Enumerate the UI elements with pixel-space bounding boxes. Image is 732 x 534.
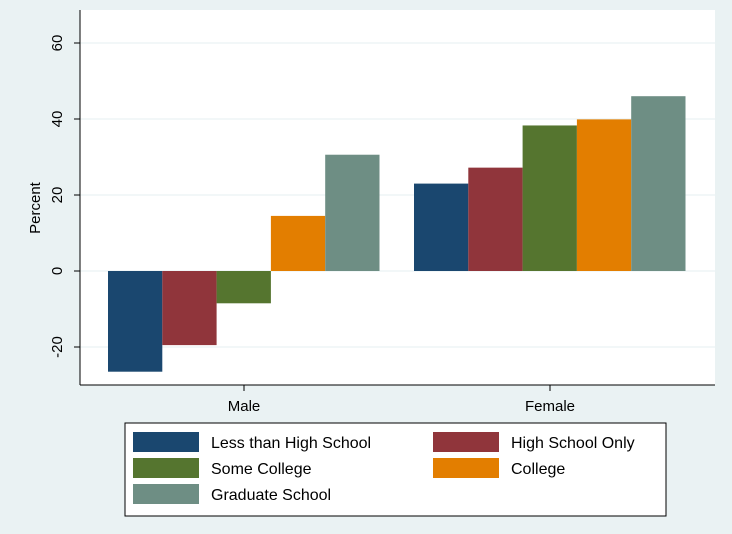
legend-label: High School Only <box>511 435 635 452</box>
bar <box>576 119 632 271</box>
x-tick-label: Male <box>228 398 261 415</box>
legend: Less than High School High School Only Som… <box>124 422 667 517</box>
bar <box>522 125 577 272</box>
x-tick-label: Female <box>525 398 575 415</box>
bar <box>162 271 217 346</box>
bar <box>108 271 163 372</box>
y-ticks: -20 0 20 40 60 <box>49 35 80 358</box>
legend-swatch <box>433 432 499 452</box>
legend-swatch <box>133 458 199 478</box>
y-tick-label: 40 <box>49 111 66 128</box>
bar <box>468 167 523 271</box>
axes <box>79 10 715 386</box>
legend-label: Less than High School <box>211 435 371 452</box>
legend-swatch <box>133 432 199 452</box>
legend-swatch <box>133 484 199 504</box>
y-tick-label: 60 <box>49 35 66 52</box>
legend-label: College <box>511 461 565 478</box>
bar <box>216 271 271 304</box>
legend-box <box>124 422 667 517</box>
y-tick-label: -20 <box>49 336 66 358</box>
bar <box>631 96 686 271</box>
legend-swatch <box>433 458 499 478</box>
y-tick-label: 0 <box>49 267 66 275</box>
bar <box>414 183 469 271</box>
bar <box>270 215 326 271</box>
y-axis-title: Percent <box>27 181 44 234</box>
y-tick-label: 20 <box>49 187 66 204</box>
bars <box>108 96 686 372</box>
x-ticks: Male Female <box>228 385 575 415</box>
legend-label: Some College <box>211 461 312 478</box>
bar <box>325 154 380 271</box>
legend-label: Graduate School <box>211 487 331 504</box>
